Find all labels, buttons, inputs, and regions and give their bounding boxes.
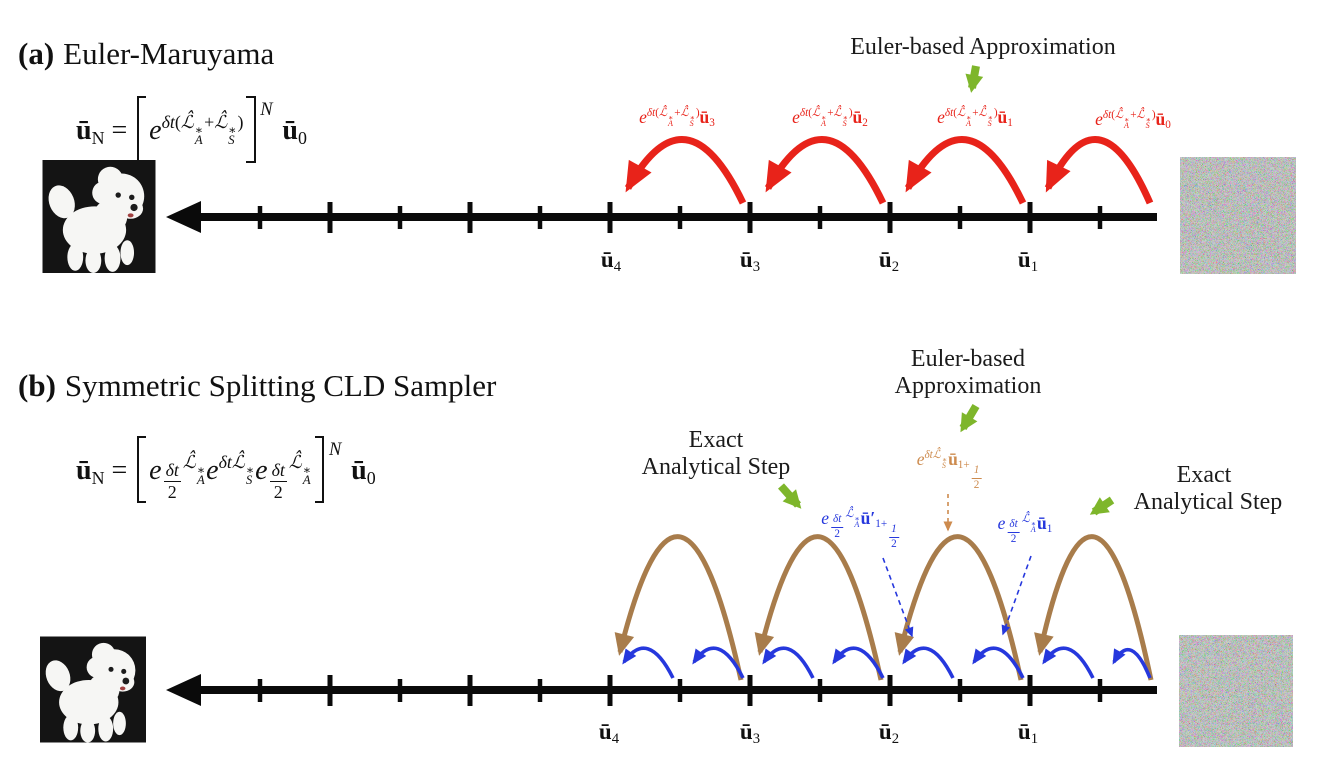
analytical-full-arcs — [614, 534, 1154, 681]
exact-step-right-line1: Exact — [1176, 462, 1232, 488]
dog-photo-a — [42, 160, 156, 273]
green-arrow-a — [965, 65, 984, 93]
panel-b-title: (b) Symmetric Splitting CLD Sampler — [18, 368, 496, 404]
panel-a-annotation: Euler-based Approximation — [850, 34, 1116, 60]
tick-label-b-u1: ū1 — [1017, 719, 1039, 748]
panel-a-formula: ūN = eδt(ℒ̂ ∗ A +ℒ̂ ∗ S)Nū0 — [76, 96, 307, 163]
tick-label-a-u4: ū4 — [600, 247, 622, 276]
exact-step-left-line1: Exact — [688, 427, 744, 453]
tick-label-a-u1: ū1 — [1017, 247, 1039, 276]
panel-a-tag: (a) — [18, 36, 55, 71]
tick-label-b-u3: ū3 — [739, 719, 761, 748]
green-arrows-b — [778, 403, 1115, 516]
timeline-a — [166, 201, 1157, 233]
panel-b-euler-annotation-line2: Approximation — [894, 373, 1042, 399]
dog-photo-b — [40, 636, 146, 743]
jump-label-u1: eδt(ℒ̂ ∗ A +ℒ̂ ∗ S)ū1 — [937, 107, 1013, 130]
half-step-arcs — [622, 646, 1152, 679]
jump-label-u0: eδt(ℒ̂ ∗ A +ℒ̂ ∗ S)ū0 — [1095, 109, 1171, 132]
timeline-b — [166, 674, 1157, 706]
tick-label-b-u4: ū4 — [598, 719, 620, 748]
tick-label-b-u2: ū2 — [878, 719, 900, 748]
panel-b-tag: (b) — [18, 368, 56, 403]
euler-jump-arcs — [624, 136, 1154, 205]
noise-image-a — [1180, 157, 1296, 274]
panel-a-title-text: Euler-Maruyama — [63, 36, 275, 71]
panel-a-title: (a) Euler-Maruyama — [18, 36, 274, 72]
dashed-pointers — [882, 494, 1032, 638]
noise-image-b — [1179, 635, 1293, 747]
tick-label-a-u3: ū3 — [739, 247, 761, 276]
jump-label-u3: eδt(ℒ̂ ∗ A +ℒ̂ ∗ S)ū3 — [639, 107, 715, 130]
jump-label-u2: eδt(ℒ̂ ∗ A +ℒ̂ ∗ S)ū2 — [792, 107, 868, 130]
exact-step-left-line2: Analytical Step — [641, 454, 791, 480]
panel-b-euler-annotation-line1: Euler-based — [910, 346, 1026, 372]
exact-step-right-line2: Analytical Step — [1133, 489, 1283, 515]
tick-label-a-u2: ū2 — [878, 247, 900, 276]
panel-b-title-text: Symmetric Splitting CLD Sampler — [64, 368, 497, 403]
